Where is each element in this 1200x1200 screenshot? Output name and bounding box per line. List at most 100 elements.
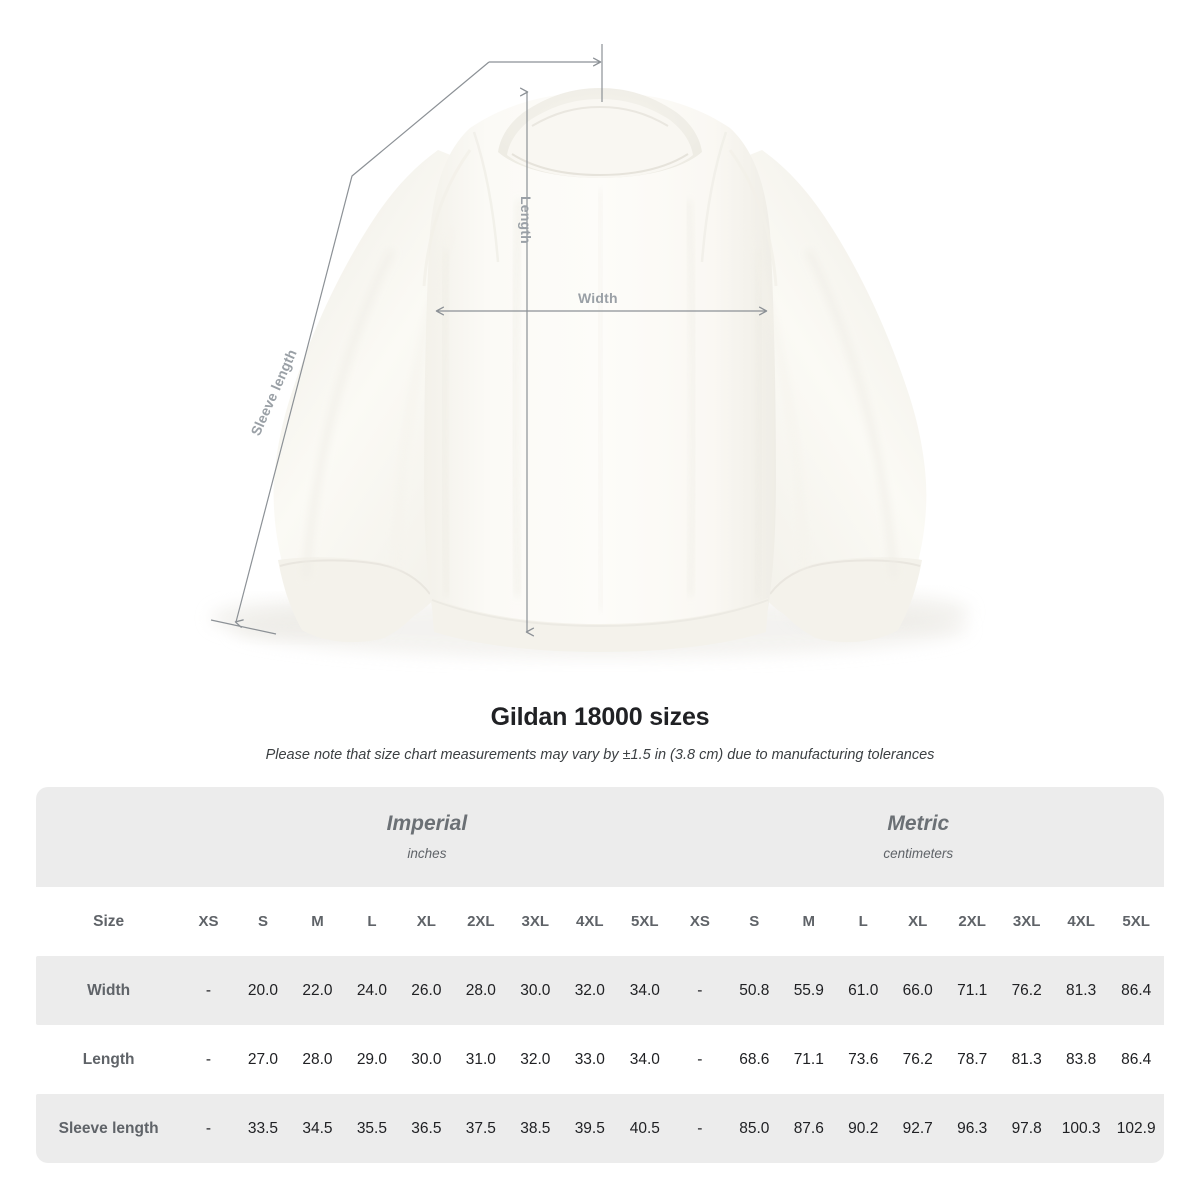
size-cell-metric-1: S bbox=[727, 887, 782, 956]
cell-sleeve-imperial-6: 38.5 bbox=[508, 1094, 563, 1163]
size-cell-metric-0: XS bbox=[672, 887, 728, 956]
width-label: Width bbox=[578, 290, 618, 306]
system-imperial: Imperial inches bbox=[181, 787, 673, 887]
garment-diagram: Length Width Sleeve length bbox=[210, 44, 970, 658]
cell-width-imperial-5: 28.0 bbox=[453, 956, 509, 1025]
cell-length-imperial-4: 30.0 bbox=[399, 1025, 454, 1094]
cell-sleeve-imperial-1: 33.5 bbox=[235, 1094, 291, 1163]
cell-sleeve-metric-7: 100.3 bbox=[1053, 1094, 1109, 1163]
size-cell-imperial-6: 3XL bbox=[508, 887, 563, 956]
cell-width-metric-8: 86.4 bbox=[1108, 956, 1164, 1025]
row-label-sleeve-length: Sleeve length bbox=[36, 1094, 182, 1163]
size-cell-imperial-0: XS bbox=[181, 887, 236, 956]
size-cell-metric-4: XL bbox=[890, 887, 945, 956]
cell-width-metric-1: 50.8 bbox=[727, 956, 782, 1025]
cell-length-imperial-1: 27.0 bbox=[235, 1025, 291, 1094]
system-imperial-unit: inches bbox=[407, 845, 447, 861]
size-cell-metric-2: M bbox=[781, 887, 837, 956]
system-metric: Metric centimeters bbox=[672, 787, 1164, 887]
size-cell-imperial-7: 4XL bbox=[562, 887, 618, 956]
page-title: Gildan 18000 sizes bbox=[490, 703, 710, 731]
cell-sleeve-metric-1: 85.0 bbox=[727, 1094, 782, 1163]
cell-sleeve-imperial-0: - bbox=[181, 1094, 236, 1163]
cell-width-metric-5: 71.1 bbox=[944, 956, 1000, 1025]
cell-sleeve-metric-2: 87.6 bbox=[781, 1094, 837, 1163]
size-cell-metric-8: 5XL bbox=[1108, 887, 1164, 956]
cell-length-metric-0: - bbox=[672, 1025, 728, 1094]
system-header-row: Imperial inches Metric centimeters bbox=[36, 787, 1164, 887]
cell-width-imperial-0: - bbox=[181, 956, 236, 1025]
sleeve-cuff-tick bbox=[210, 619, 277, 635]
size-cell-imperial-5: 2XL bbox=[453, 887, 509, 956]
cell-length-metric-1: 68.6 bbox=[727, 1025, 782, 1094]
cell-width-metric-0: - bbox=[672, 956, 728, 1025]
cell-width-imperial-1: 20.0 bbox=[235, 956, 291, 1025]
cell-sleeve-imperial-5: 37.5 bbox=[453, 1094, 509, 1163]
cell-sleeve-metric-8: 102.9 bbox=[1108, 1094, 1164, 1163]
sweatshirt-illustration bbox=[210, 88, 970, 658]
cell-sleeve-metric-5: 96.3 bbox=[944, 1094, 1000, 1163]
cell-length-imperial-5: 31.0 bbox=[453, 1025, 509, 1094]
cell-sleeve-imperial-8: 40.5 bbox=[617, 1094, 673, 1163]
size-cell-imperial-8: 5XL bbox=[617, 887, 673, 956]
cell-sleeve-imperial-2: 34.5 bbox=[290, 1094, 345, 1163]
system-metric-name: Metric bbox=[887, 811, 950, 835]
table-row: Length - 27.0 28.0 29.0 30.0 31.0 32.0 3… bbox=[36, 1025, 1164, 1094]
cell-width-imperial-7: 32.0 bbox=[562, 956, 618, 1025]
tolerance-note: Please note that size chart measurements… bbox=[265, 747, 935, 763]
cell-width-imperial-3: 24.0 bbox=[344, 956, 400, 1025]
table-row: Sleeve length - 33.5 34.5 35.5 36.5 37.5… bbox=[36, 1094, 1164, 1163]
size-cell-metric-7: 4XL bbox=[1053, 887, 1109, 956]
cell-length-metric-4: 76.2 bbox=[890, 1025, 945, 1094]
cell-sleeve-metric-3: 90.2 bbox=[836, 1094, 891, 1163]
cell-length-metric-7: 83.8 bbox=[1053, 1025, 1109, 1094]
cell-length-metric-8: 86.4 bbox=[1108, 1025, 1164, 1094]
title-block: Gildan 18000 sizes Please note that size… bbox=[0, 700, 1200, 765]
sleeve-measure-line bbox=[234, 61, 490, 628]
size-chart-table-wrap: Imperial inches Metric centimeters Size … bbox=[36, 787, 1164, 1163]
cell-sleeve-imperial-7: 39.5 bbox=[562, 1094, 618, 1163]
size-label-cell: Size bbox=[36, 887, 182, 956]
cell-width-imperial-2: 22.0 bbox=[290, 956, 345, 1025]
size-cell-imperial-4: XL bbox=[399, 887, 454, 956]
cell-width-metric-6: 76.2 bbox=[999, 956, 1054, 1025]
cell-width-metric-2: 55.9 bbox=[781, 956, 837, 1025]
cell-width-imperial-6: 30.0 bbox=[508, 956, 563, 1025]
size-cell-imperial-2: M bbox=[290, 887, 345, 956]
size-cell-imperial-3: L bbox=[344, 887, 400, 956]
size-cell-metric-3: L bbox=[836, 887, 891, 956]
cell-sleeve-imperial-3: 35.5 bbox=[344, 1094, 400, 1163]
row-label-length: Length bbox=[36, 1025, 182, 1094]
length-label: Length bbox=[518, 196, 534, 244]
cell-width-imperial-8: 34.0 bbox=[617, 956, 673, 1025]
cell-length-metric-5: 78.7 bbox=[944, 1025, 1000, 1094]
cell-length-metric-6: 81.3 bbox=[999, 1025, 1054, 1094]
size-header-row: Size XS S M L XL 2XL 3XL 4XL 5XL XS S M … bbox=[36, 887, 1164, 956]
size-cell-imperial-1: S bbox=[235, 887, 291, 956]
size-cell-metric-6: 3XL bbox=[999, 887, 1054, 956]
cell-sleeve-imperial-4: 36.5 bbox=[399, 1094, 454, 1163]
cell-sleeve-metric-6: 97.8 bbox=[999, 1094, 1054, 1163]
size-chart-table: Imperial inches Metric centimeters Size … bbox=[36, 787, 1164, 1163]
cell-width-imperial-4: 26.0 bbox=[399, 956, 454, 1025]
cell-length-imperial-7: 33.0 bbox=[562, 1025, 618, 1094]
cell-length-imperial-6: 32.0 bbox=[508, 1025, 563, 1094]
cell-length-imperial-8: 34.0 bbox=[617, 1025, 673, 1094]
cell-length-imperial-2: 28.0 bbox=[290, 1025, 345, 1094]
row-label-width: Width bbox=[36, 956, 182, 1025]
cell-sleeve-metric-0: - bbox=[672, 1094, 728, 1163]
cell-length-metric-2: 71.1 bbox=[781, 1025, 837, 1094]
cell-length-metric-3: 73.6 bbox=[836, 1025, 891, 1094]
cell-width-metric-4: 66.0 bbox=[890, 956, 945, 1025]
cell-width-metric-7: 81.3 bbox=[1053, 956, 1109, 1025]
measurement-annotations bbox=[210, 44, 768, 637]
size-cell-metric-5: 2XL bbox=[944, 887, 1000, 956]
cell-length-imperial-0: - bbox=[181, 1025, 236, 1094]
system-imperial-name: Imperial bbox=[386, 811, 468, 835]
table-row: Width - 20.0 22.0 24.0 26.0 28.0 30.0 32… bbox=[36, 956, 1164, 1025]
system-metric-unit: centimeters bbox=[883, 845, 954, 861]
cell-length-imperial-3: 29.0 bbox=[344, 1025, 400, 1094]
system-spacer bbox=[36, 787, 182, 887]
cell-sleeve-metric-4: 92.7 bbox=[890, 1094, 945, 1163]
cell-width-metric-3: 61.0 bbox=[836, 956, 891, 1025]
